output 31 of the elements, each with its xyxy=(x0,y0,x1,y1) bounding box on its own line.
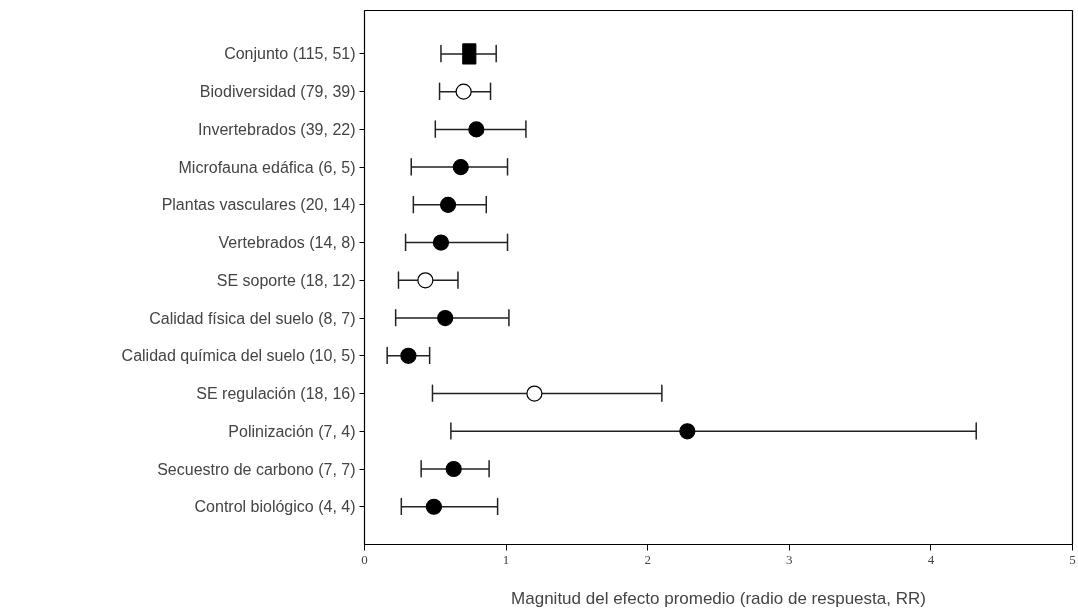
y-tick-label: SE soporte (18, 12) xyxy=(216,271,356,289)
point xyxy=(417,272,434,289)
y-tick-label: Secuestro de carbono (7, 7) xyxy=(157,460,356,478)
point xyxy=(526,385,543,402)
point xyxy=(432,234,450,251)
x-tick-label: 2 xyxy=(644,551,651,567)
point xyxy=(455,83,472,100)
y-tick-label: Plantas vasculares (20, 14) xyxy=(161,196,356,214)
x-tick-label: 3 xyxy=(786,551,793,567)
y-tick-label: Microfauna edáfica (6, 5) xyxy=(178,158,356,176)
y-tick-label: Control biológico (4, 4) xyxy=(194,498,356,516)
y-tick-label: SE regulación (18, 16) xyxy=(196,385,356,403)
point xyxy=(452,159,469,176)
x-tick-label: 5 xyxy=(1069,551,1076,567)
point xyxy=(437,309,454,327)
y-tick-label: Calidad física del suelo (8, 7) xyxy=(149,309,356,327)
y-tick-label: Vertebrados (14, 8) xyxy=(218,234,356,252)
y-tick-label: Biodiversidad (79, 39) xyxy=(199,83,356,101)
point xyxy=(445,460,462,478)
point xyxy=(425,498,442,515)
x-tick-label: 1 xyxy=(502,551,510,567)
y-tick-label: Polinización (7, 4) xyxy=(228,422,356,440)
point xyxy=(679,423,696,440)
x-tick-label: 4 xyxy=(927,551,935,567)
y-tick-label: Calidad química del suelo (10, 5) xyxy=(121,347,356,365)
x-axis-title: Magnitud del efecto promedio (radio de respuesta, RR) xyxy=(511,588,926,608)
x-tick-label: 0 xyxy=(361,551,368,567)
y-tick-label: Invertebrados (39, 22) xyxy=(198,120,356,138)
y-tick-label: Conjunto (115, 51) xyxy=(224,45,356,63)
point xyxy=(468,121,485,138)
point xyxy=(439,196,457,213)
